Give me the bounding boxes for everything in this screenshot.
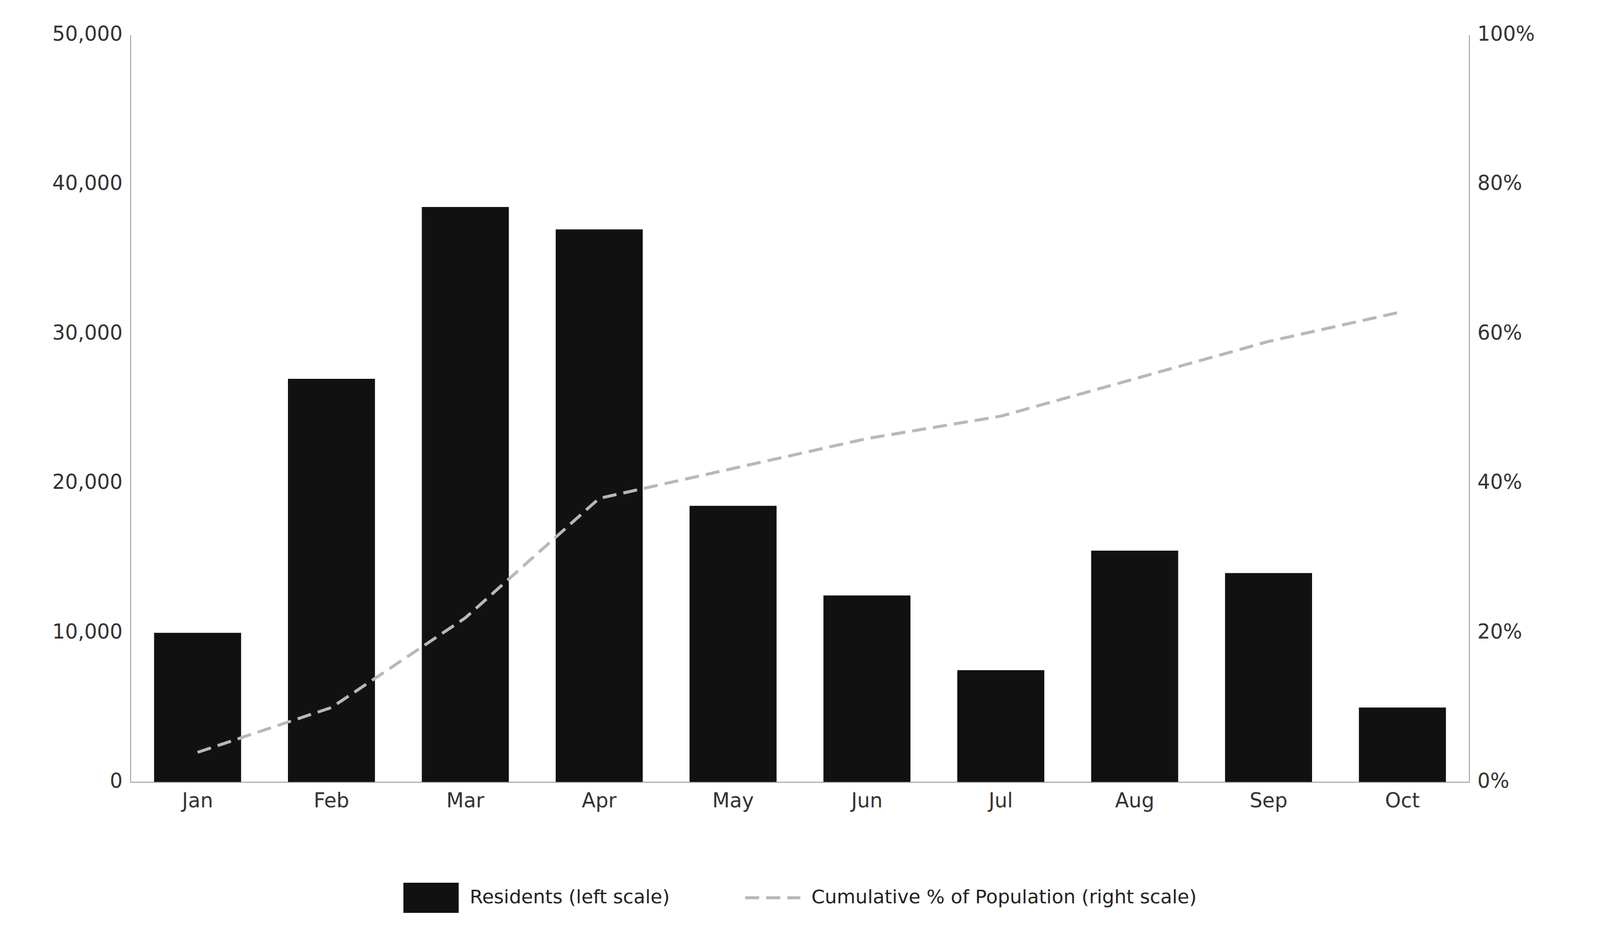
bar: [1358, 707, 1446, 783]
x-tick-label: Jan: [180, 788, 214, 813]
x-tick-label: Mar: [446, 788, 485, 813]
y2-tick-label: 0%: [1477, 769, 1510, 793]
y2-tick-label: 80%: [1477, 171, 1523, 195]
y-tick-label: 20,000: [52, 470, 123, 494]
legend-swatch: [403, 882, 459, 914]
bar: [1090, 550, 1178, 783]
cumulative-line: [197, 311, 1403, 753]
bar: [689, 506, 777, 783]
y2-tick-label: 20%: [1477, 620, 1523, 644]
legend-line: [745, 896, 801, 900]
x-tick-label: Aug: [1115, 788, 1155, 813]
bar: [823, 595, 911, 783]
y-tick-label: 50,000: [52, 22, 123, 46]
y2-axis-line: [1468, 35, 1470, 783]
x-tick-label: Jul: [986, 788, 1013, 813]
x-tick-label: Jun: [849, 788, 883, 813]
bar: [1225, 573, 1313, 783]
x-tick-label: Oct: [1384, 788, 1420, 813]
legend-item: Cumulative % of Population (right scale): [745, 885, 1197, 909]
plot-area: [154, 207, 1447, 783]
y-tick-label: 0: [110, 769, 123, 793]
legend: Residents (left scale) Cumulative % of Po…: [403, 882, 1197, 914]
x-tick-label: Apr: [581, 788, 618, 813]
bar: [555, 229, 643, 783]
y-axis-line: [130, 35, 132, 783]
chart: 0 10,000 20,000 30,000 40,000 50,000 0% 20% 40% 6…: [0, 0, 1600, 943]
legend-label: Residents (left scale): [469, 885, 670, 909]
bar: [287, 378, 375, 783]
axes: 0 10,000 20,000 30,000 40,000 50,000 0% 20% 40% 6…: [52, 22, 1535, 813]
x-axis-line: [130, 781, 1470, 783]
background: [0, 0, 1600, 943]
bar: [421, 207, 509, 783]
x-tick-label: Sep: [1249, 788, 1288, 813]
bar: [154, 633, 242, 783]
x-tick-label: May: [712, 788, 754, 813]
bar: [957, 670, 1045, 783]
y2-tick-label: 100%: [1477, 22, 1535, 46]
y-tick-label: 40,000: [52, 171, 123, 195]
y-tick-label: 30,000: [52, 321, 123, 345]
y2-tick-label: 60%: [1477, 321, 1523, 345]
legend-label: Cumulative % of Population (right scale): [811, 885, 1197, 909]
x-tick-label: Feb: [313, 788, 350, 813]
y-tick-label: 10,000: [52, 620, 123, 644]
y2-tick-label: 40%: [1477, 470, 1523, 494]
legend-item: Residents (left scale): [403, 882, 670, 914]
